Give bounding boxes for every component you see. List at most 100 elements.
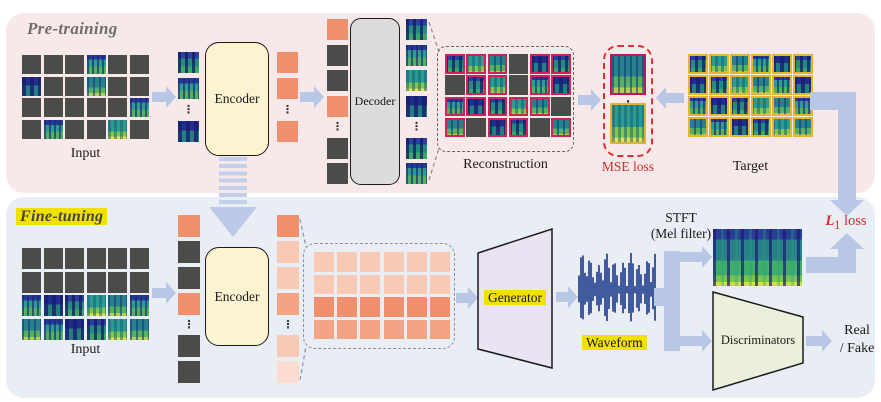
- masked-patch: [86, 248, 106, 269]
- decoder-box: Decoder: [350, 18, 400, 185]
- spectrogram-patch: [22, 318, 41, 340]
- masked-patch: [508, 75, 529, 95]
- mse-target-patch: [610, 103, 646, 144]
- arrow-reconstruction-to-mse: [578, 89, 601, 111]
- pretraining-label: Pre-training: [27, 19, 118, 38]
- token-patch: [429, 319, 450, 339]
- spectrogram-patch: [65, 318, 84, 340]
- finetune-encoder-label: Encoder: [214, 288, 260, 304]
- finetune-encoder-box: Encoder: [205, 247, 269, 346]
- discriminators-label: Discriminators: [720, 333, 796, 347]
- token-patch: [314, 319, 334, 339]
- spectrogram-patch: [406, 163, 427, 184]
- reconstructed-patch: [466, 96, 486, 117]
- fake-line: / Fake: [839, 341, 875, 356]
- arrow-features-to-generator: [456, 287, 478, 309]
- spectrogram-patch: [108, 318, 127, 340]
- generator-label: Generator: [484, 290, 546, 305]
- masked-patch: [129, 119, 149, 139]
- token-patch: [327, 95, 348, 117]
- token-patch: [360, 319, 381, 339]
- arrow-waveform-to-discriminators: [664, 330, 712, 352]
- reconstructed-patch: [445, 117, 465, 138]
- spectrogram-patch: [178, 52, 199, 73]
- token-patch: [406, 274, 427, 294]
- reconstruction-caption: Reconstruction: [463, 157, 548, 172]
- finetune-input-caption: Input: [70, 342, 101, 357]
- token-patch: [277, 78, 298, 99]
- token-patch: [337, 297, 358, 317]
- mse-comma: ,: [626, 90, 630, 105]
- reconstructed-patch: [466, 54, 486, 74]
- token-patch: [178, 215, 200, 237]
- reconstructed-patch: [445, 54, 465, 74]
- reconstructed-patch: [466, 75, 486, 95]
- target-patch: [709, 117, 729, 137]
- target-patch: [772, 75, 792, 95]
- spectrogram-patch: [406, 19, 427, 40]
- masked-patch: [129, 76, 149, 96]
- weight-transfer-arrow-body: [219, 157, 247, 208]
- masked-patch: [65, 271, 84, 293]
- melspec-l1-elbow-horizontal: [806, 257, 856, 273]
- pretrain-encoder-box: Encoder: [205, 42, 269, 156]
- spectrogram-patch: [178, 78, 199, 99]
- masked-patch: [445, 75, 465, 95]
- target-patch: [772, 117, 792, 137]
- reconstructed-patch: [445, 96, 465, 117]
- pretrain-encoder-label: Encoder: [214, 91, 260, 106]
- reconstruction-dashed-box: [437, 46, 574, 152]
- masked-patch: [327, 70, 348, 91]
- token-patch: [383, 274, 404, 294]
- masked-patch: [108, 271, 127, 293]
- decoder-input-column: ⋮: [327, 19, 348, 184]
- spectrogram-patch: [406, 70, 427, 91]
- target-patch: [751, 96, 771, 116]
- spectrogram-patch: [86, 318, 106, 340]
- target-patch: [751, 54, 771, 74]
- masked-patch: [65, 76, 84, 96]
- masked-patch: [43, 55, 63, 74]
- masked-patch: [22, 98, 41, 117]
- token-patch: [277, 121, 298, 142]
- target-patch: [793, 96, 813, 116]
- target-grid: [688, 54, 813, 137]
- spectrogram-patch: [406, 95, 427, 117]
- masked-patch: [178, 241, 200, 263]
- token-patch: [277, 335, 299, 357]
- token-patch: [337, 252, 358, 272]
- finetune-input-grid: [22, 248, 149, 340]
- generator-label-wrap: Generator: [476, 289, 554, 307]
- token-patch: [383, 319, 404, 339]
- spectrogram-patch: [43, 119, 63, 139]
- waveform-connector-vertical: [664, 251, 680, 351]
- target-patch: [688, 75, 708, 95]
- token-patch: [327, 19, 348, 40]
- pretrain-latent-column: ⋮: [277, 52, 298, 142]
- token-patch: [178, 293, 200, 315]
- reconstructed-patch: [487, 75, 508, 95]
- reconstructed-patch: [551, 54, 571, 74]
- token-patch: [360, 297, 381, 317]
- masked-patch: [108, 76, 127, 96]
- masked-patch: [65, 98, 84, 117]
- spectrogram-patch: [43, 295, 63, 316]
- token-patch: [337, 319, 358, 339]
- token-patch: [314, 274, 334, 294]
- reconstructed-patch: [530, 96, 550, 117]
- l1-loss-label: L1 loss: [798, 213, 881, 233]
- visible-token-column: ⋮: [178, 52, 199, 142]
- ellipsis: ⋮: [282, 318, 294, 331]
- token-patch: [406, 297, 427, 317]
- l1-symbol: L: [825, 213, 835, 229]
- masked-patch: [327, 137, 348, 159]
- target-patch: [730, 75, 750, 95]
- ellipsis: ⋮: [282, 103, 293, 116]
- masked-patch: [129, 271, 149, 293]
- masked-patch: [178, 361, 200, 383]
- spectrogram-patch: [129, 295, 149, 316]
- token-patch: [277, 293, 299, 315]
- masked-patch: [22, 119, 41, 139]
- spectrogram-patch: [129, 98, 149, 117]
